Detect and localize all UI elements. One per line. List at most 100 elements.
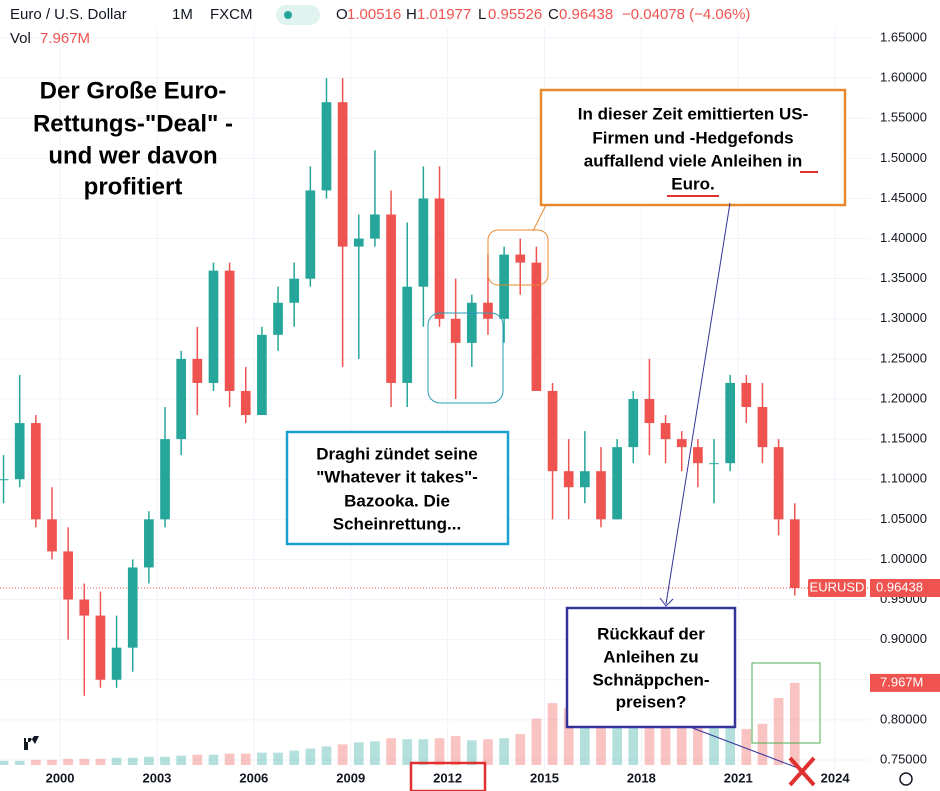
candle-body <box>321 102 332 191</box>
volume-bar <box>515 734 526 765</box>
volume-bar <box>450 736 461 765</box>
volume-layer <box>0 682 800 765</box>
volume-bar <box>676 709 687 765</box>
source: FXCM <box>210 6 253 23</box>
candle-body <box>47 519 57 552</box>
candle-body <box>240 390 251 416</box>
symbol-tag <box>808 579 866 598</box>
y-tick-label: 0.90000 <box>880 631 927 646</box>
symbol: Euro / U.S. Dollar <box>10 6 127 23</box>
volume-bar <box>499 738 509 765</box>
candle-body <box>31 423 41 520</box>
volume-bar <box>418 739 429 765</box>
candle-body <box>386 214 396 383</box>
logo <box>12 736 39 750</box>
orange-highlight <box>487 229 549 286</box>
note-line: Bazooka. Die <box>344 491 450 510</box>
x-tick-label: 2018 <box>627 770 656 785</box>
teal-highlight <box>427 312 504 404</box>
candle-body <box>660 423 671 440</box>
candle-body <box>63 551 73 600</box>
volume-tag <box>870 673 940 692</box>
y-tick-label: 1.45000 <box>880 190 927 205</box>
volume-bar <box>31 759 41 765</box>
candle-body <box>612 447 622 520</box>
candle-body <box>515 254 526 263</box>
note-line: Scheinrettung... <box>333 514 461 533</box>
volume-bar <box>127 757 138 765</box>
candle-body <box>257 334 267 416</box>
candle-body <box>289 278 300 303</box>
axes: 0.750000.800000.850000.900000.950001.000… <box>46 29 940 785</box>
volume-bar <box>111 757 122 765</box>
candle-body <box>208 270 219 383</box>
note-line: "Whatever it takes"- <box>316 467 478 486</box>
candle-body <box>111 647 122 680</box>
candle-body <box>483 302 493 319</box>
candle-body <box>176 358 187 440</box>
candle-body <box>547 390 558 472</box>
candle-body <box>709 463 719 465</box>
candle-body <box>418 198 429 287</box>
y-tick-label: 1.20000 <box>880 390 927 405</box>
volume-bar <box>337 744 348 765</box>
volume-bar <box>386 738 396 765</box>
note-line: Firmen und -Hedgefonds <box>592 128 793 147</box>
volume-bar <box>693 708 703 765</box>
candle-body <box>596 471 606 520</box>
x-tick-label: 2009 <box>336 770 365 785</box>
notes: Der Große Euro- Rettungs-"Deal" - und wer … <box>33 77 808 711</box>
candle-body <box>434 198 445 319</box>
y-tick-label: 0.80000 <box>880 711 927 726</box>
volume-bar <box>353 742 364 765</box>
note-line: Anleihen zu <box>603 647 698 666</box>
candle-body <box>741 382 752 408</box>
x-tick-label: 2000 <box>46 770 75 785</box>
y-tick-label: 1.35000 <box>880 270 927 285</box>
y-tick-label: 0.75000 <box>880 751 927 766</box>
y-tick-label: 1.10000 <box>880 471 927 486</box>
orange-box <box>539 88 847 207</box>
volume-bar <box>273 752 283 765</box>
volume-bar <box>224 753 235 765</box>
candle-body <box>224 270 235 391</box>
l-value: 0.95526 <box>488 6 542 23</box>
y-tick-label: 1.00000 <box>880 551 927 566</box>
note-line: Rückkauf der <box>597 624 705 643</box>
volume-bar <box>596 713 606 765</box>
volume-bar <box>144 756 154 765</box>
status-pill[interactable] <box>276 5 320 25</box>
arrow-line <box>665 202 731 605</box>
settings-icon[interactable] <box>899 772 913 786</box>
volume-bar <box>370 741 380 765</box>
note-line: Draghi zündet seine <box>316 444 478 463</box>
candle-body <box>127 567 138 648</box>
candle-body <box>773 447 784 520</box>
status-dot <box>284 11 292 19</box>
candle-body <box>353 238 364 247</box>
candle-body <box>580 471 590 488</box>
header: Euro / U.S. Dollar 1M FXCM O 1.00516 H 1… <box>10 5 750 47</box>
volume-bar <box>289 750 300 765</box>
candle-body <box>628 399 639 448</box>
candle-body <box>450 318 461 343</box>
volume-bar <box>321 746 332 765</box>
note-line: Schnäppchen- <box>592 670 709 689</box>
y-tick-label: 1.40000 <box>880 230 927 245</box>
candle-body <box>192 358 203 383</box>
candle-body <box>693 447 703 464</box>
h-value: 1.01977 <box>417 6 471 23</box>
candle-body <box>499 254 509 319</box>
y-tick-label: 1.50000 <box>880 150 927 165</box>
x-tick-label: 2024 <box>821 770 851 785</box>
candle-body <box>0 479 9 481</box>
l-label: L <box>478 6 486 23</box>
candle-body <box>79 599 90 616</box>
volume-bar <box>160 756 170 765</box>
y-tick-label: 1.65000 <box>880 29 927 44</box>
candle-body <box>370 214 380 239</box>
candle-body <box>14 423 25 480</box>
candle-body <box>531 262 542 391</box>
note-line: profitiert <box>84 173 183 200</box>
vol-value: 7.967M <box>40 30 90 47</box>
